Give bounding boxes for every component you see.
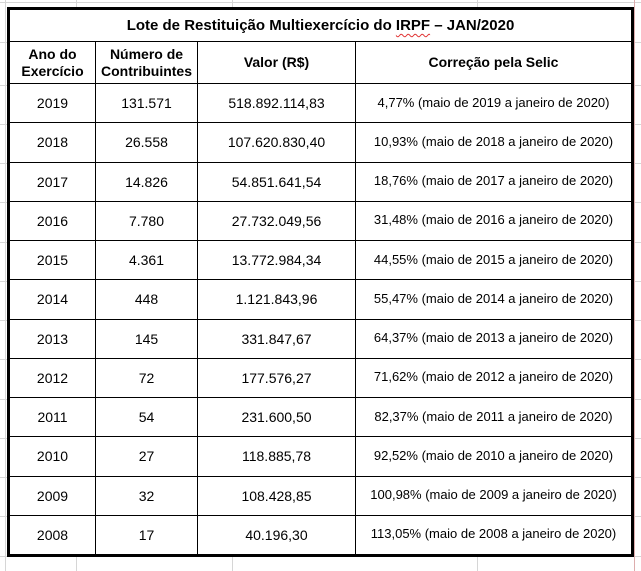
cell-selic: 92,52% (maio de 2010 a janeiro de 2020) <box>355 436 631 476</box>
cell-contributors: 32 <box>95 475 197 515</box>
cell-selic: 113,05% (maio de 2008 a janeiro de 2020) <box>355 514 631 554</box>
column-header-year: Ano do Exercício <box>10 41 95 83</box>
cell-year: 2018 <box>10 122 95 161</box>
cell-contributors: 448 <box>95 279 197 319</box>
cell-value: 518.892.114,83 <box>197 83 355 123</box>
gridline-vertical <box>5 0 6 571</box>
cell-year: 2008 <box>10 514 95 554</box>
cell-year: 2012 <box>10 357 95 397</box>
table-title-text: Lote de Restituição Multiexercício do IR… <box>126 16 515 34</box>
page-break-line <box>634 0 635 571</box>
cell-value: 118.885,78 <box>197 436 355 476</box>
cell-value: 54.851.641,54 <box>197 161 355 201</box>
cell-selic: 82,37% (maio de 2011 a janeiro de 2020) <box>355 397 631 437</box>
cell-value: 40.196,30 <box>197 514 355 554</box>
column-header-value: Valor (R$) <box>197 41 355 83</box>
cell-selic: 4,77% (maio de 2019 a janeiro de 2020) <box>355 83 631 123</box>
cell-selic: 55,47% (maio de 2014 a janeiro de 2020) <box>355 279 631 319</box>
cell-value: 331.847,67 <box>197 318 355 358</box>
cell-contributors: 54 <box>95 397 197 437</box>
cell-year: 2017 <box>10 161 95 201</box>
irpf-restitution-table: Lote de Restituição Multiexercício do IR… <box>7 7 634 557</box>
cell-selic: 71,62% (maio de 2012 a janeiro de 2020) <box>355 357 631 397</box>
column-header-contributors: Número de Contribuintes <box>95 41 197 83</box>
cell-year: 2014 <box>10 279 95 318</box>
cell-value: 13.772.984,34 <box>197 240 355 280</box>
cell-year: 2011 <box>10 397 95 436</box>
cell-contributors: 4.361 <box>95 240 197 280</box>
cell-value: 1.121.843,96 <box>197 279 355 319</box>
cell-value: 107.620.830,40 <box>197 122 355 162</box>
cell-selic: 64,37% (maio de 2013 a janeiro de 2020) <box>355 318 631 358</box>
cell-contributors: 72 <box>95 357 197 397</box>
cell-value: 177.576,27 <box>197 357 355 397</box>
cell-selic: 10,93% (maio de 2018 a janeiro de 2020) <box>355 122 631 162</box>
cell-year: 2010 <box>10 436 95 475</box>
spellcheck-underlined-word: IRPF <box>395 16 431 34</box>
cell-selic: 18,76% (maio de 2017 a janeiro de 2020) <box>355 161 631 201</box>
table-title: Lote de Restituição Multiexercício do IR… <box>10 10 631 41</box>
cell-selic: 100,98% (maio de 2009 a janeiro de 2020) <box>355 475 631 515</box>
cell-year: 2013 <box>10 318 95 358</box>
cell-contributors: 27 <box>95 436 197 476</box>
cell-contributors: 145 <box>95 318 197 358</box>
cell-value: 27.732.049,56 <box>197 200 355 240</box>
cell-contributors: 17 <box>95 514 197 554</box>
cell-year: 2009 <box>10 475 95 515</box>
cell-contributors: 7.780 <box>95 200 197 240</box>
cell-selic: 44,55% (maio de 2015 a janeiro de 2020) <box>355 240 631 280</box>
gridline-horizontal <box>0 2 641 3</box>
cell-contributors: 14.826 <box>95 161 197 201</box>
cell-value: 108.428,85 <box>197 475 355 515</box>
cell-selic: 31,48% (maio de 2016 a janeiro de 2020) <box>355 200 631 240</box>
cell-year: 2016 <box>10 200 95 240</box>
cell-year: 2015 <box>10 240 95 279</box>
cell-value: 231.600,50 <box>197 397 355 437</box>
cell-contributors: 26.558 <box>95 122 197 162</box>
cell-year: 2019 <box>10 83 95 122</box>
column-header-selic: Correção pela Selic <box>355 41 631 83</box>
cell-contributors: 131.571 <box>95 83 197 123</box>
